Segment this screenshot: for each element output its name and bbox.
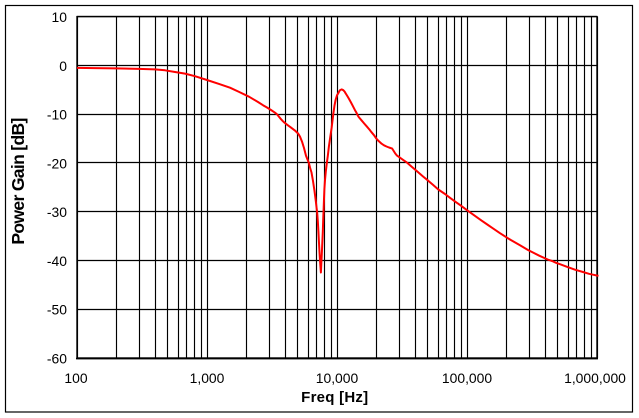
svg-text:-50: -50 xyxy=(47,302,67,318)
svg-text:100: 100 xyxy=(64,370,87,386)
svg-text:-60: -60 xyxy=(47,351,67,367)
svg-text:1,000,000: 1,000,000 xyxy=(564,370,626,386)
svg-text:100,000: 100,000 xyxy=(442,370,492,386)
svg-text:1,000: 1,000 xyxy=(190,370,225,386)
svg-text:-20: -20 xyxy=(47,155,67,171)
svg-text:-30: -30 xyxy=(47,204,67,220)
svg-text:10,000: 10,000 xyxy=(316,370,359,386)
svg-text:-10: -10 xyxy=(47,107,67,123)
svg-text:Power Gain [dB]: Power Gain [dB] xyxy=(8,118,28,244)
svg-text:10: 10 xyxy=(52,9,68,25)
svg-text:-40: -40 xyxy=(47,253,67,269)
svg-text:0: 0 xyxy=(59,58,67,74)
svg-text:Freq [Hz]: Freq [Hz] xyxy=(301,389,368,406)
